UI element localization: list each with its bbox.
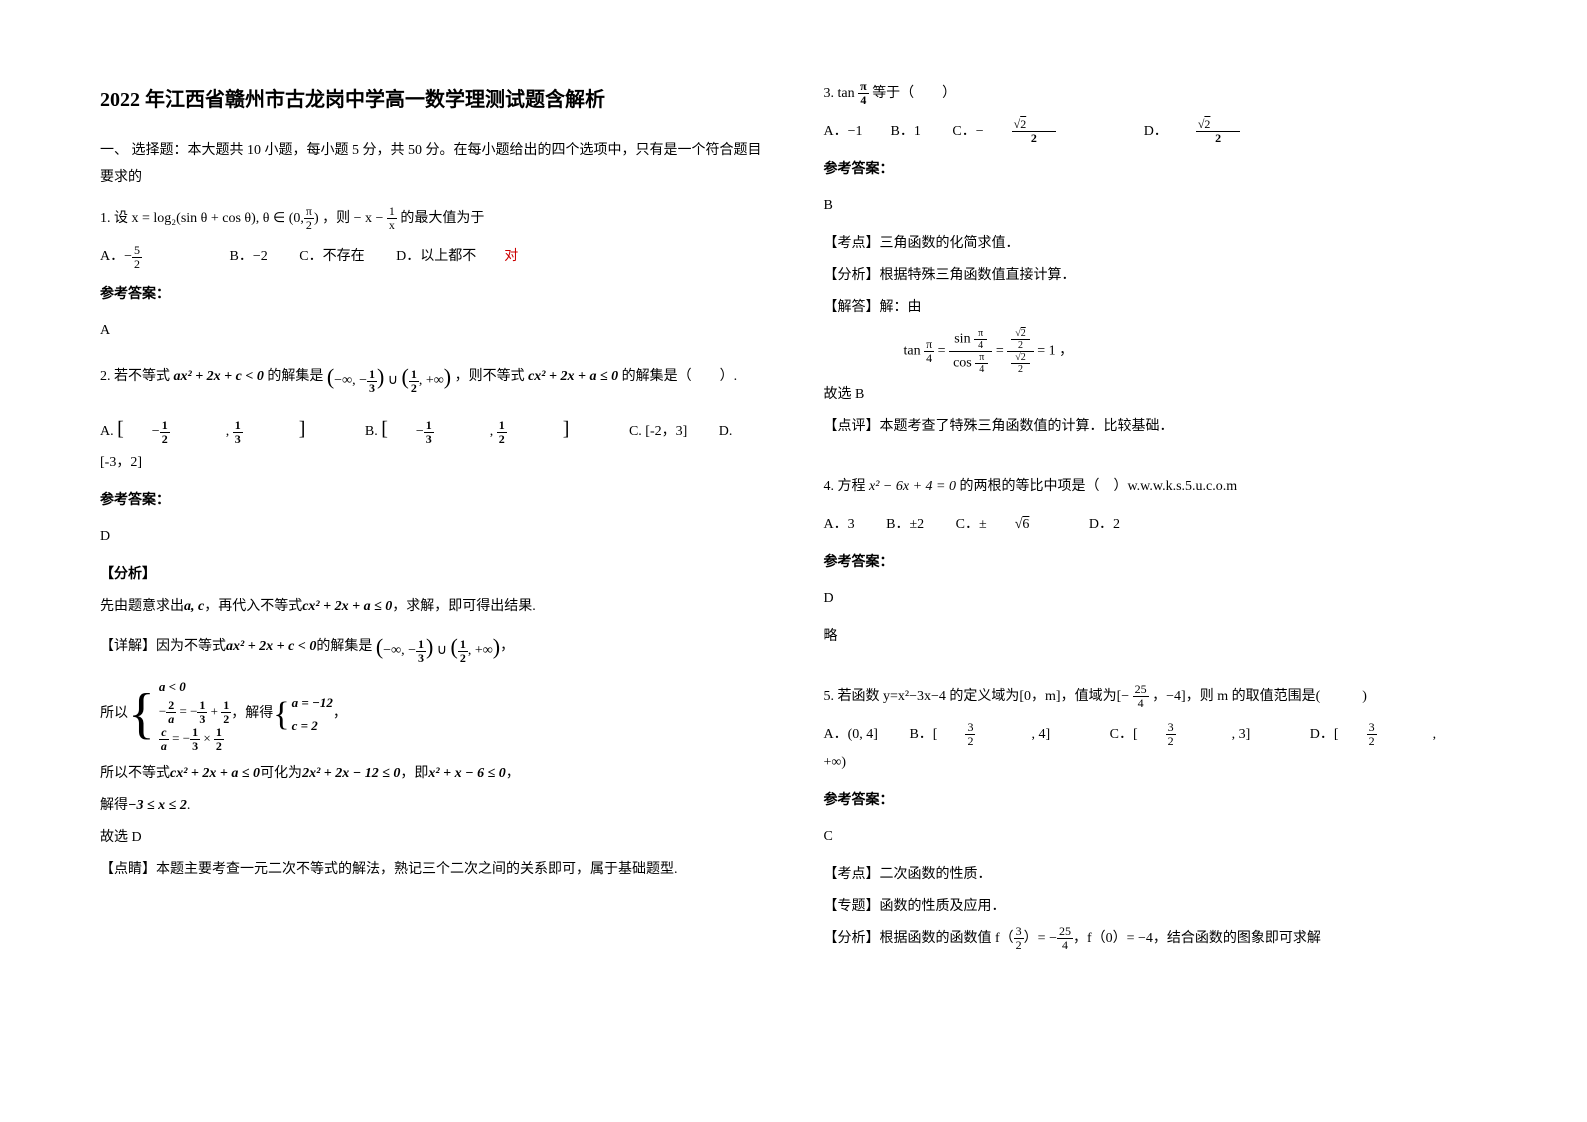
q5-optC: C．[32, 3] [1110, 727, 1279, 742]
q4-ref-label: 参考答案： [824, 549, 1488, 577]
q3-comment: 【点评】本题考查了特殊三角函数值的计算．比较基础． [824, 413, 1488, 441]
q2-optA: A. [−12, 13] [100, 424, 333, 439]
q3-optD: D．√22 [1144, 124, 1297, 139]
q2-solve2: 解得−3 ≤ x ≤ 2. [100, 792, 764, 820]
q5-optB: B．[32, 4] [909, 727, 1078, 742]
q1-stem-pre: 1. 设 [100, 211, 128, 226]
q2-answer: D [100, 523, 764, 551]
question-1: 1. 设 x = log₂(sin θ + cos θ), θ ∈ (0,π2)… [100, 205, 764, 233]
q3-optC: C．−√22 [952, 124, 1112, 139]
q3-solve-formula: tan π4 = sin π4 cos π4 = √22 √22 = 1 ， [904, 328, 1488, 375]
q2-set: (−∞, −13) ∪ (12, +∞) [327, 355, 451, 399]
q2-ref-label: 参考答案： [100, 487, 764, 515]
q2-detail: 【详解】因为不等式ax² + 2x + c < 0的解集是 (−∞, −13) … [100, 625, 764, 669]
q1-ref-label: 参考答案： [100, 281, 764, 309]
q3-ref-label: 参考答案： [824, 156, 1488, 184]
left-brace-icon-small: { [273, 701, 289, 728]
question-4: 4. 方程 x² − 6x + 4 = 0 的两根的等比中项是（ ）w.w.w.… [824, 473, 1488, 501]
q2-expr2: cx² + 2x + a ≤ 0 [528, 370, 618, 385]
q2-so2: 所以不等式cx² + 2x + a ≤ 0可化为2x² + 2x − 12 ≤ … [100, 760, 764, 788]
q4-answer: D [824, 585, 1488, 613]
q1-optC: C．不存在 [299, 249, 364, 264]
q4-options: A．3 B．±2 C．±√6 D．2 [824, 511, 1488, 539]
q1-optB: B．−2 [230, 249, 268, 264]
q1-options: A．−52 B．−2 C．不存在 D．以上都不对 [100, 243, 764, 271]
q3-point: 【考点】三角函数的化简求值． [824, 230, 1488, 258]
q2-analysis-label: 【分析】 [100, 561, 764, 589]
q1-answer: A [100, 317, 764, 345]
q5-ref-label: 参考答案： [824, 787, 1488, 815]
right-column: 3. tan π4 等于（ ） A．−1 B．1 C．−√22 D．√22 参考答… [824, 80, 1488, 957]
q2-analysis-1: 先由题意求出a, c，再代入不等式cx² + 2x + a ≤ 0，求解，即可得… [100, 593, 764, 621]
q4-optC: C．±√6 [956, 517, 1058, 532]
q3-answer: B [824, 192, 1488, 220]
question-2: 2. 若不等式 ax² + 2x + c < 0 的解集是 (−∞, −13) … [100, 355, 764, 399]
page-title: 2022 年江西省赣州市古龙岗中学高一数学理测试题含解析 [100, 80, 764, 120]
q5-point: 【考点】二次函数的性质． [824, 861, 1488, 889]
left-brace-icon: { [128, 692, 155, 737]
q4-optA: A．3 [824, 517, 855, 532]
q3-therefore: 故选 B [824, 381, 1488, 409]
question-3: 3. tan π4 等于（ ） [824, 80, 1488, 108]
q5-optA: A．(0, 4] [824, 727, 878, 742]
q3-optA: A．−1 [824, 124, 863, 139]
left-column: 2022 年江西省赣州市古龙岗中学高一数学理测试题含解析 一、 选择题：本大题共… [100, 80, 764, 957]
q2-stem-mid1: 的解集是 [267, 370, 323, 385]
q1-stem-post: 的最大值为于 [400, 211, 484, 226]
q2-stem-post: 的解集是（ ）. [622, 370, 738, 385]
q1-stem-mid: ，则 [322, 211, 350, 226]
q3-options: A．−1 B．1 C．−√22 D．√22 [824, 118, 1488, 146]
q2-comment: 【点睛】本题主要考查一元二次不等式的解法，熟记三个二次之间的关系即可，属于基础题… [100, 856, 764, 884]
q4-brief: 略 [824, 623, 1488, 651]
q2-options: A. [−12, 13] B. [−13, 12] C. [-2，3] D. [… [100, 409, 764, 477]
q1-optD: D．以上都不对 [396, 249, 546, 264]
q2-optB: B. [−13, 12] [365, 424, 598, 439]
q5-analysis: 【分析】根据函数的函数值 f（32）= −254，f（0）= −4，结合函数的图… [824, 925, 1488, 953]
q2-therefore: 故选 D [100, 824, 764, 852]
q2-brace-system: 所以 { a < 0 −2a = −13 + 12 ca = −13 × 12 … [100, 675, 764, 753]
q4-optB: B．±2 [886, 517, 924, 532]
q3-optB: B．1 [891, 124, 921, 139]
q1-expr: − x − 1x [354, 205, 397, 233]
q1-formula: x = log₂(sin θ + cos θ), θ ∈ (0,π2) [132, 205, 319, 233]
q3-solve: 【解答】解：由 [824, 294, 1488, 322]
q5-topic: 【专题】函数的性质及应用． [824, 893, 1488, 921]
q2-expr1: ax² + 2x + c < 0 [174, 370, 264, 385]
q5-options: A．(0, 4] B．[32, 4] C．[32, 3] D．[32, +∞) [824, 721, 1488, 777]
question-5: 5. 若函数 y=x²−3x−4 的定义域为[0，m]，值域为[− 254 ，−… [824, 683, 1488, 711]
q3-analysis: 【分析】根据特殊三角函数值直接计算． [824, 262, 1488, 290]
q2-optC: C. [-2，3] [629, 424, 687, 439]
q5-answer: C [824, 823, 1488, 851]
q1-optA: A．−52 [100, 249, 198, 264]
q2-stem-mid2: ，则不等式 [455, 370, 525, 385]
section-intro: 一、 选择题：本大题共 10 小题，每小题 5 分，共 50 分。在每小题给出的… [100, 138, 764, 191]
q2-stem-pre: 2. 若不等式 [100, 370, 170, 385]
q4-optD: D．2 [1089, 517, 1120, 532]
